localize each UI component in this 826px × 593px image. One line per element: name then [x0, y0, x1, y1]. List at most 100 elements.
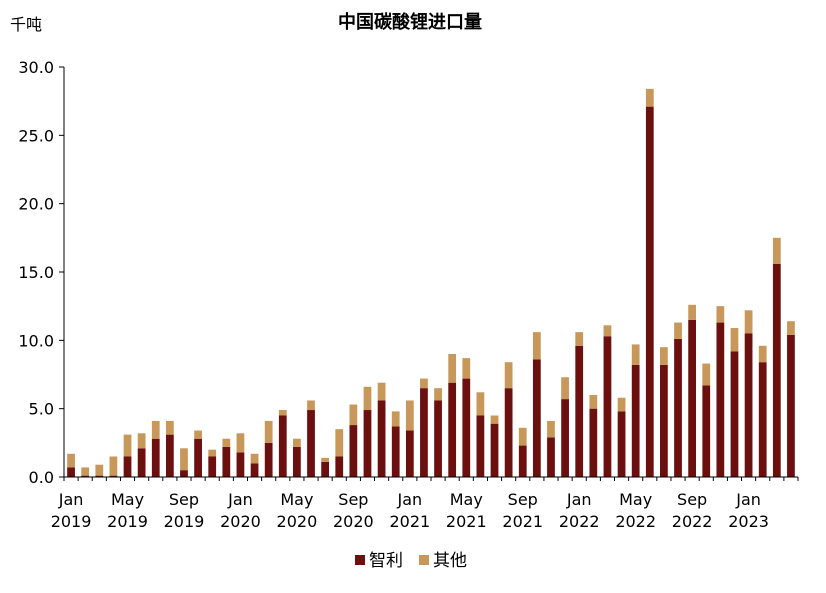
bar-other-2021-07	[490, 415, 499, 424]
x-tick-label-month: Jan	[227, 490, 253, 509]
legend-swatch-chile	[355, 555, 365, 565]
bar-other-2023-02	[758, 345, 767, 363]
bar-other-2020-03	[264, 420, 273, 443]
bar-other-2019-10	[194, 430, 202, 439]
bar-chile-2020-10	[363, 410, 372, 477]
bar-chile-2021-11	[547, 437, 555, 477]
bar-other-2021-11	[547, 420, 555, 438]
bar-chile-2023-02	[758, 362, 767, 477]
bar-chile-2021-05	[462, 378, 471, 477]
bar-other-2021-12	[561, 377, 569, 400]
x-tick-label-month: Jan	[58, 490, 84, 509]
legend: 智利 其他	[355, 551, 467, 571]
bar-chile-2019-09	[180, 470, 188, 477]
bar-other-2021-01	[405, 400, 414, 431]
bar-other-2020-01	[236, 433, 245, 453]
bar-other-2023-04	[787, 321, 795, 335]
bar-chile-2020-06	[307, 410, 315, 477]
bar-chile-2022-10	[702, 385, 711, 477]
bar-chile-2022-06	[645, 106, 654, 477]
axes-layer: 0.0 5.0 10.0 15.0 20.0 25.0 30.0 Jan 2019 May 2019…	[18, 58, 799, 531]
bar-chile-2019-03	[95, 475, 104, 477]
y-tick-label: 10.0	[18, 331, 54, 350]
bar-other-2021-06	[476, 392, 485, 416]
bar-chile-2021-12	[561, 399, 569, 477]
x-tick-label-year: 2023	[728, 512, 769, 531]
bar-chile-2023-03	[772, 263, 781, 477]
bar-chile-2020-08	[335, 456, 344, 477]
bar-other-2022-04	[617, 397, 626, 412]
bar-other-2019-05	[123, 434, 132, 457]
bar-other-2019-11	[208, 449, 217, 457]
bar-other-2022-10	[702, 363, 711, 386]
bar-chile-2021-09	[518, 445, 527, 477]
x-tick-label-year: 2022	[672, 512, 713, 531]
bar-chile-2019-12	[222, 446, 231, 477]
bar-other-2019-03	[95, 464, 104, 476]
x-tick-label-month: Jan	[396, 490, 422, 509]
bar-other-2023-01	[744, 310, 753, 334]
chart-title: 中国碳酸锂进口量	[338, 11, 482, 33]
bars-layer	[67, 88, 795, 477]
x-tick-label-month: May	[111, 490, 144, 509]
bar-chile-2023-04	[787, 334, 795, 477]
bar-other-2019-02	[81, 467, 90, 476]
bar-chile-2019-05	[123, 456, 132, 477]
bar-chile-2019-07	[151, 438, 160, 477]
x-tick-label-year: 2019	[51, 512, 92, 531]
bar-other-2020-02	[250, 453, 259, 464]
bar-other-2020-12	[391, 411, 400, 427]
bar-chile-2022-04	[617, 411, 626, 477]
x-tick-label-year: 2021	[446, 512, 487, 531]
bar-other-2020-06	[307, 400, 315, 411]
bar-other-2022-05	[631, 344, 640, 365]
bar-other-2019-01	[67, 453, 75, 468]
bar-chile-2019-01	[67, 467, 75, 477]
bar-other-2019-07	[151, 420, 160, 439]
bar-chile-2019-04	[109, 475, 118, 477]
bar-chile-2021-03	[434, 400, 442, 477]
x-tick-label-year: 2022	[615, 512, 656, 531]
y-unit-label: 千吨	[10, 15, 42, 34]
bar-chile-2020-07	[321, 461, 330, 477]
bar-chile-2019-06	[137, 448, 146, 477]
bar-chile-2019-08	[165, 434, 174, 477]
bar-other-2020-09	[349, 404, 358, 426]
bar-other-2020-11	[377, 382, 386, 401]
bar-chile-2022-09	[688, 319, 697, 477]
x-tick-label-month: Sep	[677, 490, 707, 509]
y-tick-label: 20.0	[18, 195, 54, 214]
x-tick-label-year: 2020	[333, 512, 374, 531]
bar-other-2020-05	[293, 438, 301, 447]
bar-chile-2022-07	[660, 364, 668, 477]
x-tick-label-month: Sep	[508, 490, 538, 509]
x-tick-label-month: Sep	[338, 490, 368, 509]
y-tick-label: 5.0	[29, 400, 54, 419]
bar-other-2020-10	[363, 386, 372, 411]
bar-other-2021-04	[448, 354, 457, 383]
y-tick-label: 25.0	[18, 126, 54, 145]
x-tick-label-year: 2021	[502, 512, 543, 531]
bar-other-2021-05	[462, 358, 471, 379]
bar-other-2022-06	[645, 88, 654, 107]
bar-chile-2022-11	[716, 322, 725, 477]
bar-other-2021-09	[518, 427, 527, 446]
y-tick-label: 30.0	[18, 58, 54, 77]
legend-label-other: 其他	[433, 551, 467, 571]
bar-chile-2021-10	[532, 359, 541, 477]
bar-other-2020-07	[321, 457, 330, 462]
bar-other-2021-10	[532, 332, 541, 360]
bar-other-2022-01	[575, 332, 584, 346]
bar-other-2022-02	[589, 395, 598, 409]
x-tick-label-month: Jan	[735, 490, 761, 509]
bar-chile-2019-11	[208, 456, 217, 477]
legend-label-chile: 智利	[369, 551, 403, 571]
bar-other-2019-06	[137, 433, 146, 449]
bar-chile-2021-07	[490, 423, 499, 477]
x-tick-label-year: 2021	[389, 512, 430, 531]
y-tick-label: 15.0	[18, 263, 54, 282]
x-tick-label-year: 2020	[220, 512, 261, 531]
bar-other-2022-03	[603, 325, 612, 337]
bar-chile-2019-02	[81, 475, 90, 477]
